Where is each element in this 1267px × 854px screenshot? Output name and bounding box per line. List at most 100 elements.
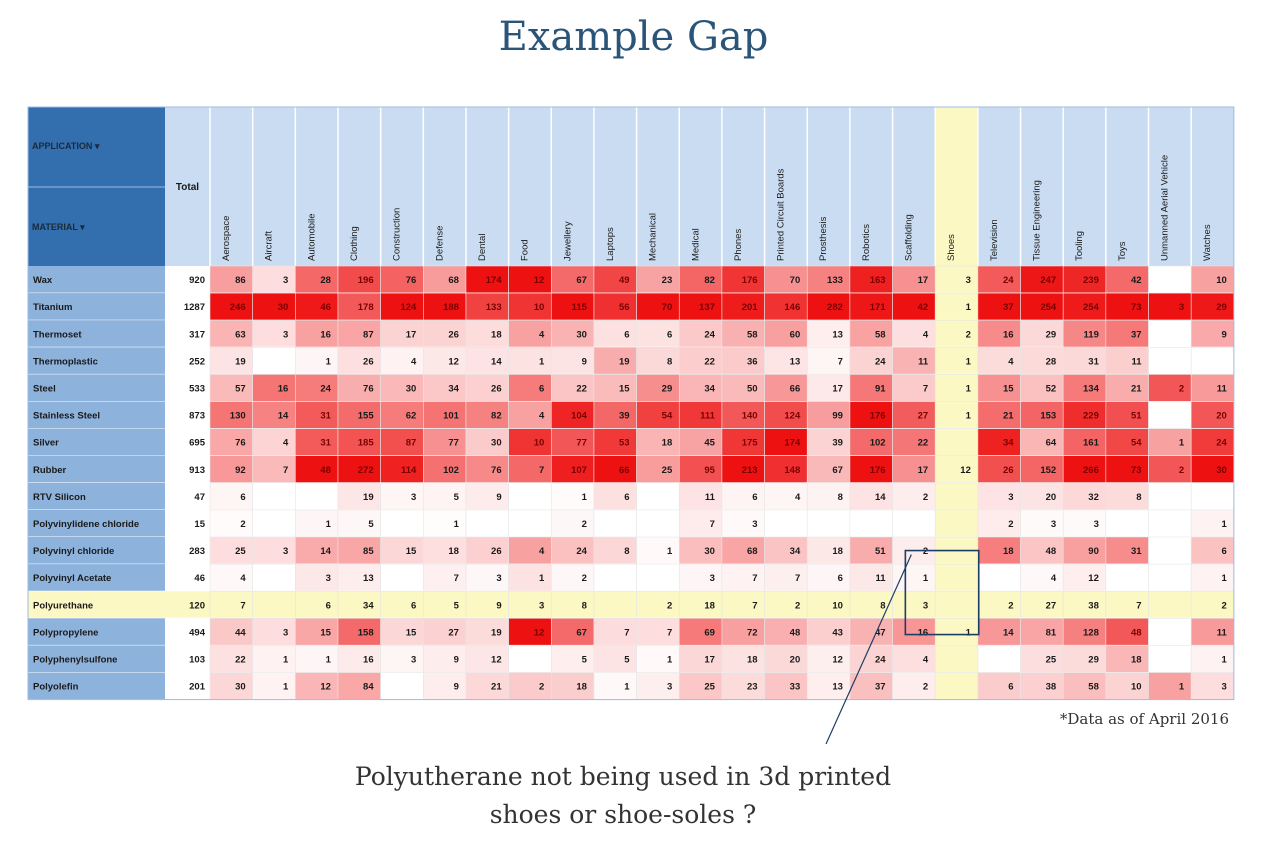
heat-cell <box>380 265 424 294</box>
heat-cell <box>422 374 467 402</box>
heat-cell <box>1020 292 1064 321</box>
heat-cell <box>934 346 979 375</box>
heat-cell <box>1105 672 1149 700</box>
cell-value: 26 <box>491 546 502 557</box>
heat-cell <box>1105 645 1149 673</box>
cell-value: 2 <box>539 682 544 693</box>
cell-value: 52 <box>1046 383 1057 394</box>
cell-value: 134 <box>1083 383 1100 394</box>
cell-value: 1 <box>966 627 972 638</box>
cell-value: 13 <box>363 573 374 584</box>
cell-value: 42 <box>1131 275 1142 286</box>
cell-value: 161 <box>1083 438 1100 449</box>
cell-value: 10 <box>1216 275 1227 286</box>
cell-value: 28 <box>1046 356 1057 367</box>
cell-value: 30 <box>406 383 417 394</box>
heat-cell <box>295 455 339 484</box>
heat-cell <box>422 617 467 646</box>
cell-value: 14 <box>320 546 331 557</box>
heat-cell <box>1190 374 1235 402</box>
total-cell <box>165 537 210 565</box>
cell-value: 99 <box>832 411 843 422</box>
cell-value: 7 <box>454 573 459 584</box>
heat-cell <box>508 672 552 700</box>
row-label-thermoset: Thermoset <box>33 329 82 340</box>
cell-value: 8 <box>624 546 629 557</box>
heat-cell <box>1190 672 1235 700</box>
cell-value: 7 <box>752 573 757 584</box>
column-header-unmanned-aerial-vehicle: Unmanned Aerial Vehicle <box>1160 155 1171 261</box>
heat-cell <box>465 563 509 592</box>
heat-cell <box>1062 536 1107 565</box>
heat-cell <box>764 346 808 375</box>
heat-cell <box>764 563 808 592</box>
cell-value: 1 <box>582 492 588 503</box>
cell-value: 16 <box>278 383 289 394</box>
row-label-cell <box>28 509 165 537</box>
cell-value: 37 <box>1003 302 1014 313</box>
heat-cell <box>721 374 765 402</box>
cell-value: 58 <box>747 329 758 340</box>
row-label-silver: Silver <box>33 438 59 449</box>
cell-value: 18 <box>448 546 459 557</box>
heat-cell <box>550 455 595 484</box>
cell-value: 14 <box>1003 627 1014 638</box>
heat-cell <box>1020 563 1064 592</box>
cell-value: 24 <box>576 546 587 557</box>
cell-value: 1 <box>326 654 332 665</box>
cell-value: 17 <box>832 383 843 394</box>
heat-cell <box>508 374 552 402</box>
cell-value: 4 <box>795 492 801 503</box>
cell-value: 2 <box>240 519 245 530</box>
heat-cell <box>252 292 296 321</box>
cell-value: 130 <box>230 411 246 422</box>
column-header-prosthesis: Prosthesis <box>818 216 829 261</box>
heat-cell <box>593 645 637 673</box>
column-header-television: Television <box>989 219 1000 261</box>
cell-value: 30 <box>704 546 715 557</box>
heat-cell <box>295 401 339 429</box>
cell-value: 6 <box>539 383 544 394</box>
cell-value: 1 <box>1222 519 1228 530</box>
cell-value: 1 <box>283 654 289 665</box>
heat-cell <box>422 672 467 700</box>
total-cell <box>165 401 210 429</box>
heat-cell <box>1148 536 1192 565</box>
cell-value: 24 <box>1216 438 1227 449</box>
heat-cell <box>465 617 509 646</box>
cell-value: 10 <box>534 302 545 313</box>
heat-cell <box>678 509 723 538</box>
cell-value: 7 <box>838 356 843 367</box>
heat-cell <box>977 319 1021 348</box>
heat-cell <box>721 482 765 511</box>
column-header-defense: Defense <box>434 226 445 261</box>
cell-value: 155 <box>358 411 375 422</box>
cell-value: 1 <box>624 682 630 693</box>
heat-cell <box>977 428 1021 457</box>
cell-value: 3 <box>496 573 501 584</box>
cell-value: 8 <box>667 356 672 367</box>
heat-cell <box>380 509 424 538</box>
heat-cell <box>252 482 296 511</box>
heat-cell <box>977 590 1021 619</box>
heat-cell <box>550 319 595 348</box>
heat-cell <box>209 346 253 375</box>
cell-value: 1 <box>966 411 972 422</box>
cell-value: 6 <box>838 573 843 584</box>
cell-value: 12 <box>832 654 843 665</box>
cell-value: 18 <box>1131 654 1142 665</box>
heat-cell <box>209 319 253 348</box>
cell-value: 9 <box>496 600 501 611</box>
cell-value: 6 <box>240 492 245 503</box>
cell-value: 95 <box>704 465 715 476</box>
cell-value: 5 <box>582 654 588 665</box>
heat-cell <box>1148 292 1192 321</box>
cell-value: 34 <box>704 383 715 394</box>
heat-cell <box>550 672 595 700</box>
cell-value: 54 <box>662 411 673 422</box>
cell-value: 86 <box>235 275 246 286</box>
heat-cell <box>1148 455 1192 484</box>
heat-cell <box>337 509 381 538</box>
heat-cell <box>295 536 339 565</box>
heat-cell <box>849 509 893 538</box>
